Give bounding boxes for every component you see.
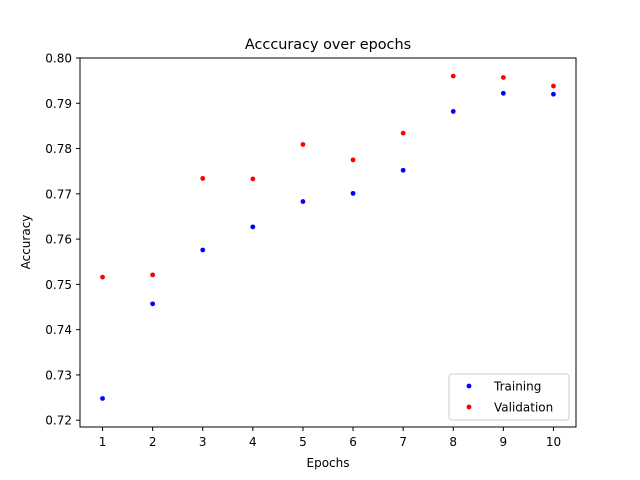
- plot-area: 1 2 3 4 5 6 7 8 9 10 0.72 0.73 0.74 0.75 0.76 0.77 0.78 0…: [45, 52, 577, 449]
- validation-point: [100, 274, 105, 280]
- y-tick-label: 0.75: [45, 278, 72, 292]
- y-tick-label: 0.74: [45, 323, 72, 337]
- y-tick-label: 0.76: [45, 233, 72, 247]
- y-tick-label: 0.80: [45, 52, 72, 66]
- training-point: [500, 90, 506, 96]
- validation-point: [250, 176, 256, 182]
- training-point: [450, 109, 456, 114]
- validation-point: [551, 83, 556, 89]
- x-tick-label: 6: [349, 435, 357, 449]
- x-tick-label: 1: [99, 435, 107, 449]
- y-axis-label: Accuracy: [19, 215, 33, 270]
- validation-point: [350, 157, 356, 163]
- y-tick-label: 0.79: [45, 97, 72, 111]
- axes-frame: [79, 57, 577, 428]
- x-axis-label: Epochs: [307, 456, 350, 470]
- legend-marker-validation: [466, 404, 472, 410]
- x-tick-label: 7: [399, 435, 407, 449]
- training-point: [551, 91, 556, 97]
- x-tick-label: 8: [449, 435, 457, 449]
- legend-label-training: Training: [493, 380, 541, 394]
- validation-point: [300, 142, 306, 147]
- training-point: [300, 199, 306, 204]
- validation-point: [500, 75, 506, 80]
- x-tick-label: 4: [249, 435, 257, 449]
- legend-marker-training: [466, 383, 472, 389]
- training-point: [150, 301, 156, 307]
- legend-box: [448, 373, 570, 421]
- training-point: [250, 224, 256, 230]
- x-tick-label: 9: [500, 435, 508, 449]
- legend-label-validation: Validation: [494, 401, 553, 415]
- validation-point: [400, 130, 406, 136]
- training-point: [100, 396, 105, 401]
- training-point: [350, 190, 356, 196]
- x-tick-label: 10: [546, 435, 561, 449]
- x-tick-label: 5: [299, 435, 307, 449]
- validation-point: [150, 272, 156, 278]
- y-tick-label: 0.78: [45, 142, 72, 156]
- chart-title: Acccuracy over epochs: [245, 37, 411, 53]
- validation-point: [450, 73, 456, 79]
- x-tick-label: 2: [149, 435, 157, 449]
- training-point: [400, 167, 406, 173]
- legend: Training Validation: [448, 373, 570, 421]
- validation-point: [200, 176, 206, 181]
- y-tick-label: 0.77: [45, 187, 72, 201]
- training-point: [200, 247, 206, 253]
- y-tick-label: 0.73: [45, 368, 72, 382]
- y-tick-label: 0.72: [45, 414, 72, 428]
- x-tick-label: 3: [199, 435, 207, 449]
